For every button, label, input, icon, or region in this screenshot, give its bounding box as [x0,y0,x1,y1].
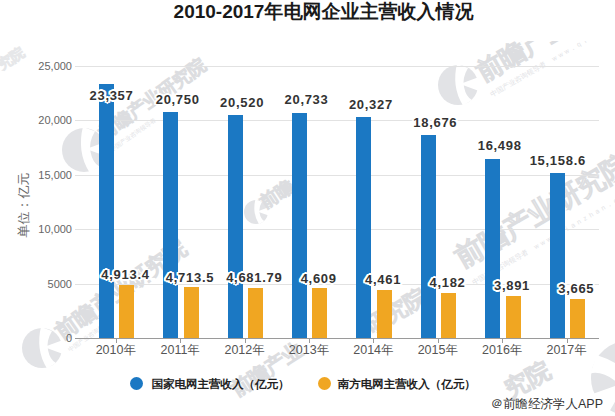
svg-text:究院: 究院 [500,356,556,403]
